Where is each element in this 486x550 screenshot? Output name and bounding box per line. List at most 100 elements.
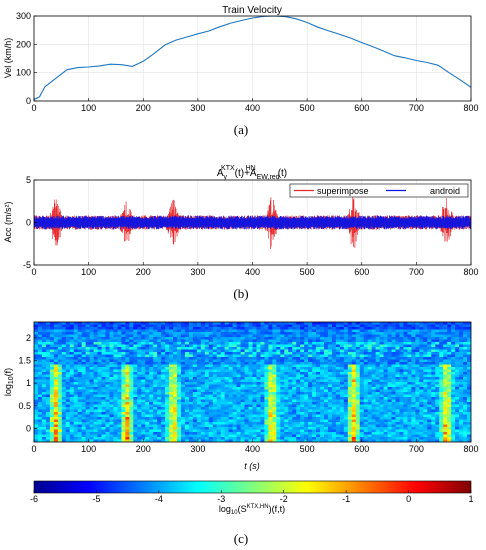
heatmap-cell	[89, 374, 94, 378]
heatmap-cell	[109, 417, 114, 420]
heatmap-cell	[93, 367, 98, 370]
heatmap-cell	[105, 359, 110, 363]
heatmap-cell	[177, 347, 182, 350]
heatmap-cell	[367, 402, 372, 405]
heatmap-cell	[292, 327, 297, 330]
heatmap-cell	[312, 374, 317, 378]
heatmap-cell	[141, 362, 146, 365]
heatmap-cell	[387, 439, 392, 442]
heatmap-cell	[232, 432, 237, 435]
heatmap-cell	[97, 382, 102, 385]
heatmap-cell	[236, 337, 241, 340]
heatmap-cell	[49, 434, 55, 438]
heatmap-cell	[339, 382, 345, 385]
heatmap-cell	[45, 357, 51, 360]
heatmap-cell	[435, 404, 440, 408]
heatmap-cell	[97, 367, 102, 370]
heatmap-cell	[89, 322, 94, 325]
heatmap-cell	[435, 347, 440, 350]
heatmap-cell	[276, 367, 281, 370]
heatmap-cell	[252, 369, 257, 373]
heatmap-cell	[439, 429, 444, 433]
heatmap-cell	[81, 437, 86, 440]
heatmap-cell	[41, 327, 47, 330]
heatmap-cell	[180, 402, 186, 405]
heatmap-cell	[105, 397, 110, 400]
heatmap-cell	[431, 427, 436, 430]
heatmap-cell	[165, 427, 170, 430]
heatmap-cell	[292, 387, 297, 390]
heatmap-cell	[216, 429, 222, 433]
heatmap-cell	[228, 334, 233, 338]
heatmap-cell	[125, 422, 130, 425]
heatmap-cell	[180, 337, 186, 340]
heatmap-cell	[395, 377, 400, 380]
heatmap-cell	[252, 322, 257, 325]
heatmap-cell	[200, 329, 206, 333]
heatmap-cell	[208, 437, 214, 440]
heatmap-cell	[399, 334, 404, 338]
heatmap-cell	[169, 432, 174, 435]
heatmap-cell	[224, 439, 229, 442]
heatmap-cell	[93, 352, 98, 355]
heatmap-cell	[105, 379, 110, 383]
heatmap-cell	[284, 387, 289, 390]
heatmap-cell	[37, 332, 43, 335]
heatmap-cell	[316, 324, 321, 328]
heatmap-cell	[81, 407, 86, 410]
heatmap-cell	[89, 407, 94, 410]
heatmap-cell	[161, 422, 166, 425]
heatmap-cell	[65, 404, 71, 408]
heatmap-cell	[391, 439, 396, 442]
velocity-xtick-label: 700	[409, 103, 424, 113]
heatmap-cell	[188, 352, 194, 355]
heatmap-cell	[320, 339, 325, 343]
heatmap-cell	[109, 399, 114, 403]
heatmap-cell	[395, 374, 400, 378]
heatmap-cell	[300, 329, 305, 333]
heatmap-cell	[184, 359, 190, 363]
heatmap-cell	[327, 417, 333, 420]
heatmap-cell	[53, 437, 59, 440]
heatmap-cell	[37, 379, 43, 383]
heatmap-cell	[37, 409, 43, 413]
heatmap-cell	[363, 422, 369, 425]
heatmap-cell	[371, 344, 376, 348]
heatmap-cell	[439, 414, 444, 418]
heatmap-cell	[169, 427, 174, 430]
heatmap-cell	[121, 379, 126, 383]
heatmap-cell	[224, 382, 229, 385]
heatmap-cell	[34, 389, 39, 393]
heatmap-cell	[363, 437, 369, 440]
heatmap-cell	[276, 374, 281, 378]
heatmap-cell	[347, 347, 353, 350]
heatmap-cell	[399, 347, 404, 350]
heatmap-cell	[232, 337, 237, 340]
heatmap-cell	[208, 402, 214, 405]
heatmap-cell	[169, 347, 174, 350]
heatmap-cell	[236, 409, 241, 413]
heatmap-cell	[403, 369, 408, 373]
heatmap-cell	[157, 377, 162, 380]
heatmap-cell	[129, 357, 134, 360]
heatmap-cell	[228, 439, 233, 442]
heatmap-cell	[45, 394, 51, 398]
heatmap-cell	[244, 322, 249, 325]
heatmap-cell	[431, 399, 436, 403]
heatmap-cell	[367, 394, 372, 398]
heatmap-cell	[232, 407, 237, 410]
heatmap-cell	[379, 427, 384, 430]
heatmap-cell	[419, 419, 424, 423]
heatmap-cell	[200, 362, 206, 365]
heatmap-cell	[69, 397, 75, 400]
heatmap-cell	[145, 409, 150, 413]
heatmap-cell	[327, 359, 333, 363]
heatmap-cell	[34, 387, 39, 390]
heatmap-cell	[324, 439, 329, 442]
heatmap-cell	[367, 334, 372, 338]
heatmap-cell	[375, 327, 380, 330]
heatmap-cell	[113, 427, 118, 430]
heatmap-cell	[109, 369, 114, 373]
heatmap-cell	[371, 334, 376, 338]
heatmap-cell	[200, 327, 206, 330]
